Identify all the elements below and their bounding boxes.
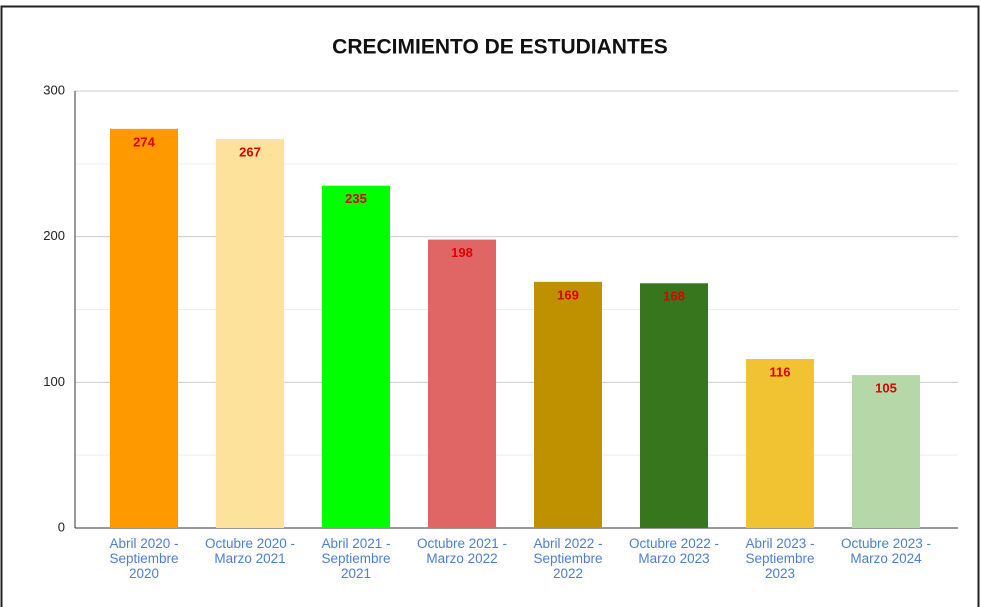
bar xyxy=(110,128,178,528)
y-tick-label: 300 xyxy=(43,82,65,97)
y-tick-label: 200 xyxy=(43,228,65,243)
y-tick-label: 0 xyxy=(58,519,65,534)
value-label: 274 xyxy=(133,134,155,149)
chart-title: CRECIMIENTO DE ESTUDIANTES xyxy=(332,36,668,59)
bar xyxy=(428,239,496,528)
value-label: 168 xyxy=(663,289,685,304)
x-tick-label: Abril 2020 - Septiembre 2020 xyxy=(109,536,179,581)
bar xyxy=(216,139,284,528)
x-tick-label: Abril 2021 - Septiembre 2021 xyxy=(321,536,391,581)
value-label: 235 xyxy=(345,191,367,206)
x-tick-label: Octubre 2021 - Marzo 2022 xyxy=(416,536,508,566)
x-tick-label: Abril 2023 - Septiembre 2023 xyxy=(745,536,815,581)
bar xyxy=(322,185,390,528)
y-tick-label: 100 xyxy=(43,374,65,389)
value-label: 116 xyxy=(770,364,791,379)
x-tick-label: Octubre 2020 - Marzo 2021 xyxy=(204,536,296,566)
value-label: 105 xyxy=(875,380,897,395)
x-tick-label: Octubre 2022 - Marzo 2023 xyxy=(628,536,720,566)
bar xyxy=(534,281,602,528)
x-tick-label: Octubre 2023 - Marzo 2024 xyxy=(840,536,932,566)
frame xyxy=(0,5,980,607)
bar xyxy=(640,283,708,528)
value-label: 267 xyxy=(239,145,261,160)
value-label: 198 xyxy=(451,245,473,260)
bar xyxy=(852,375,920,528)
value-label: 169 xyxy=(557,287,579,302)
bar xyxy=(746,359,814,528)
x-tick-label: Abril 2022 - Septiembre 2022 xyxy=(533,536,603,581)
